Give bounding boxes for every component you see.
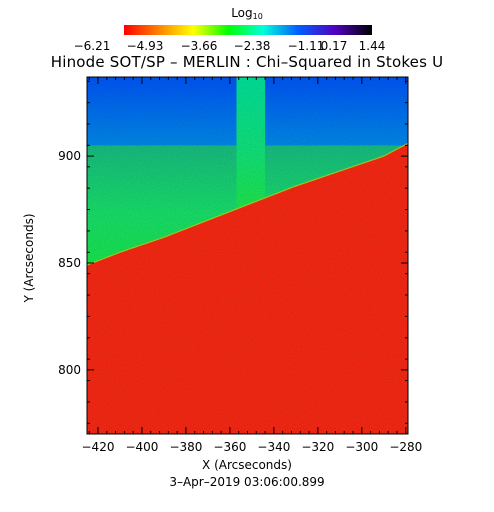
colorbar: −6.21 −4.93 −3.66 −2.38 −1.110.17 1.44 (74, 25, 386, 53)
timestamp-label: 3–Apr–2019 03:06:00.899 (169, 475, 325, 489)
heatmap-plot (87, 77, 408, 434)
colorbar-tick-label: −1.11 (288, 39, 325, 53)
x-tick-label: −280 (389, 440, 422, 454)
x-tick-label: −420 (82, 440, 115, 454)
x-axis-label: X (Arcseconds) (202, 458, 292, 472)
colorbar-title-subscript: 10 (252, 12, 263, 21)
colorbar-title: Log10 (0, 6, 494, 24)
colorbar-tick-label: −3.66 (181, 39, 218, 53)
colorbar-gradient (124, 25, 372, 35)
y-tick-label: 900 (58, 149, 81, 163)
colorbar-tick-label: 0.17 (321, 39, 348, 53)
colorbar-tick-label: 1.44 (359, 39, 386, 53)
colorbar-tick-label: −6.21 (74, 39, 111, 53)
colorbar-title-text: Log (231, 6, 253, 20)
x-tick-label: −340 (257, 440, 290, 454)
x-tick-label: −380 (169, 440, 202, 454)
chart-title: Hinode SOT/SP – MERLIN : Chi–Squared in … (50, 53, 444, 71)
x-tick-label: −320 (301, 440, 334, 454)
plot-axes: −420 −400 −380 −360 −340 −320 −300 −280 800 850 90… (58, 76, 422, 454)
colorbar-tick-label: −2.38 (234, 39, 271, 53)
x-tick-label: −300 (345, 440, 378, 454)
y-axis-label: Y (Arcseconds) (22, 213, 36, 303)
y-tick-label: 850 (58, 256, 81, 270)
noise-texture (87, 77, 408, 434)
x-tick-label: −360 (213, 440, 246, 454)
x-tick-label: −400 (125, 440, 158, 454)
colorbar-tick-label: −4.93 (127, 39, 164, 53)
y-tick-label: 800 (58, 363, 81, 377)
